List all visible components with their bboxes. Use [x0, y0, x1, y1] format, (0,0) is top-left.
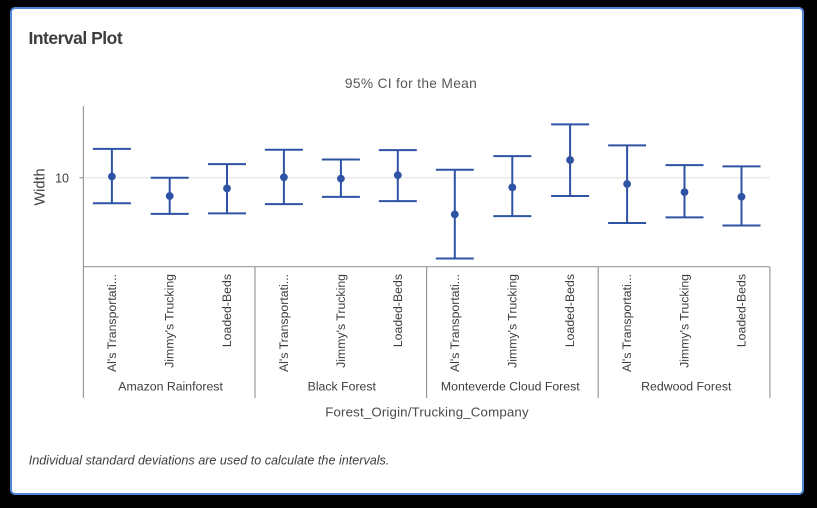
svg-text:Jimmy's Trucking: Jimmy's Trucking [163, 274, 177, 368]
svg-text:95% CI for the Mean: 95% CI for the Mean [345, 76, 477, 91]
svg-text:Loaded-Beds: Loaded-Beds [563, 274, 577, 347]
svg-text:Redwood Forest: Redwood Forest [641, 379, 732, 393]
svg-text:Forest_Origin/Trucking_Company: Forest_Origin/Trucking_Company [325, 405, 529, 420]
svg-text:Jimmy's Trucking: Jimmy's Trucking [678, 274, 692, 368]
svg-text:Black Forest: Black Forest [308, 379, 377, 393]
svg-text:Al's Transportati...: Al's Transportati... [448, 274, 462, 372]
svg-text:Interval Plot: Interval Plot [29, 28, 123, 48]
svg-text:Loaded-Beds: Loaded-Beds [220, 274, 234, 347]
svg-text:Al's Transportati...: Al's Transportati... [620, 274, 634, 372]
svg-text:Loaded-Beds: Loaded-Beds [391, 274, 405, 347]
svg-text:10: 10 [55, 172, 69, 186]
svg-text:Monteverde Cloud Forest: Monteverde Cloud Forest [441, 379, 580, 393]
svg-text:Al's Transportati...: Al's Transportati... [277, 274, 291, 372]
svg-text:Al's Transportati...: Al's Transportati... [105, 274, 119, 372]
svg-text:Loaded-Beds: Loaded-Beds [735, 274, 749, 347]
svg-text:Width: Width [33, 168, 49, 205]
svg-text:Individual standard deviations: Individual standard deviations are used … [29, 454, 390, 468]
svg-text:Amazon Rainforest: Amazon Rainforest [118, 379, 223, 393]
svg-text:Jimmy's Trucking: Jimmy's Trucking [505, 274, 519, 368]
svg-text:Jimmy's Trucking: Jimmy's Trucking [334, 274, 348, 368]
